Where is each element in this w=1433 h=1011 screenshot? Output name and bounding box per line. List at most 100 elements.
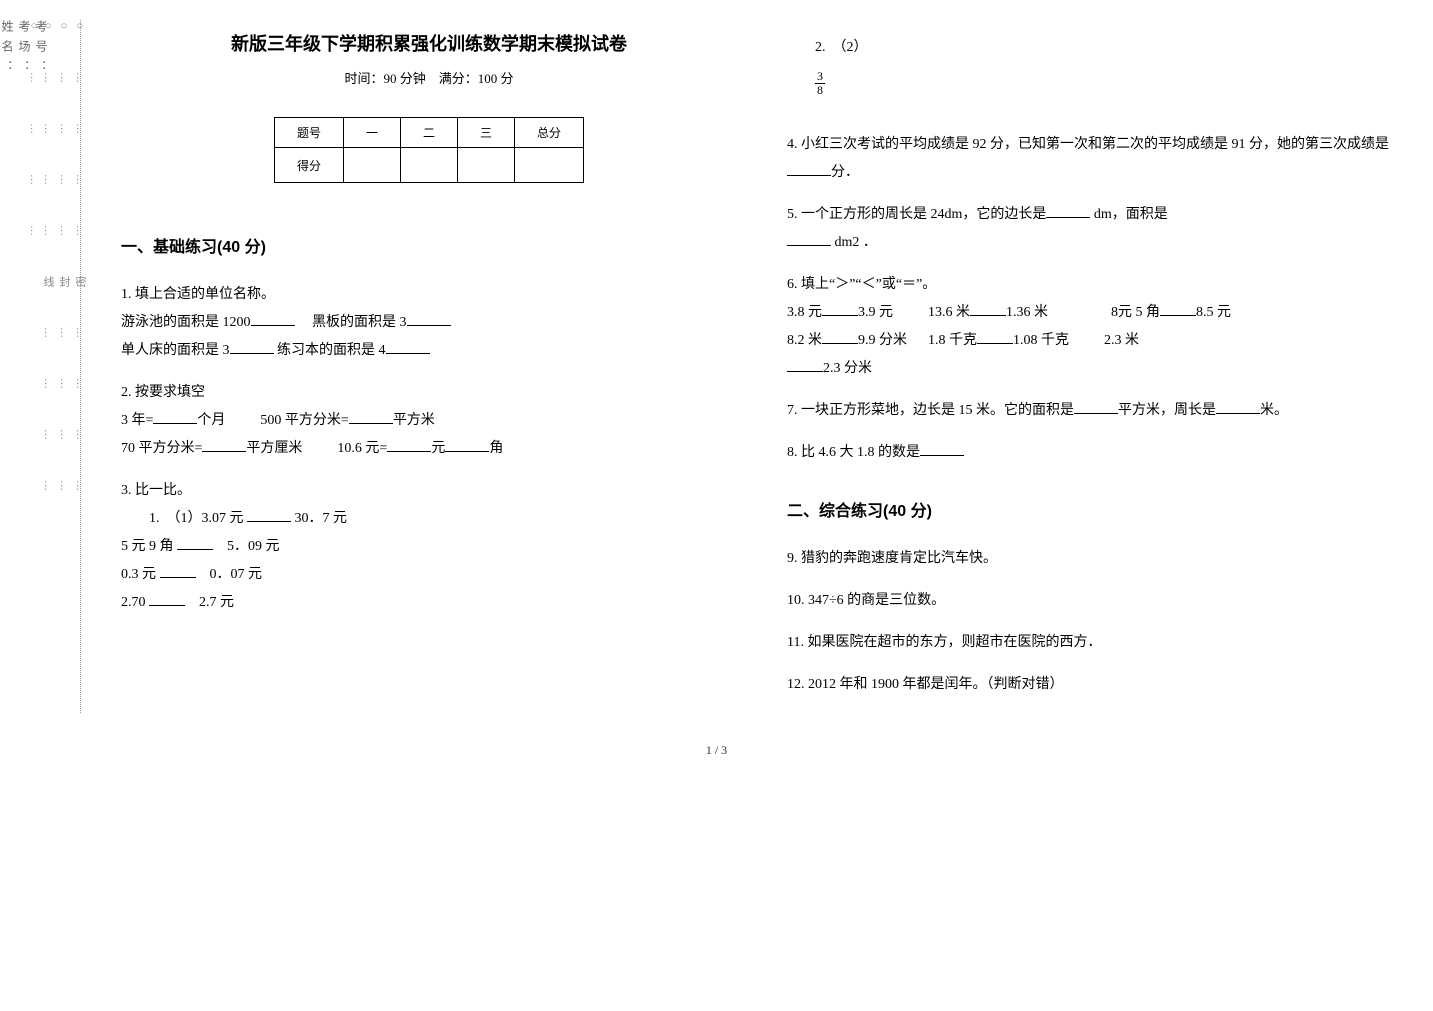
text: 2.3 米 (1104, 333, 1139, 348)
text: 平方米，周长是 (1118, 403, 1216, 418)
text: 1.08 千克 (1013, 333, 1069, 348)
text: 2.3 分米 (823, 361, 872, 376)
text: 2.70 (121, 595, 146, 610)
question-7: 7. 一块正方形菜地，边长是 15 米。它的面积是 平方米，周长是 米。 (787, 397, 1403, 425)
question-line: 5 元 9 角 5．09 元 (121, 533, 737, 561)
score-header: 题号 (274, 118, 343, 148)
score-header: 三 (458, 118, 515, 148)
blank (1074, 399, 1118, 414)
question-9: 9. 猎豹的奔跑速度肯定比汽车快。 (787, 545, 1403, 573)
blank (1216, 399, 1260, 414)
question-3: 3. 比一比。 1. （1）3.07 元 30．7 元 5 元 9 角 5．09… (121, 477, 737, 617)
score-header: 一 (343, 118, 400, 148)
score-table: 题号 一 二 三 总分 得分 (274, 117, 584, 183)
blank (1160, 301, 1196, 316)
blank (822, 329, 858, 344)
score-cell (458, 148, 515, 183)
blank (1046, 203, 1090, 218)
text: 游泳池的面积是 1200 (121, 315, 251, 330)
page: 考号： 考场： 姓名： 班级： 学校： ○…………密…………○…………封…………… (30, 20, 1403, 713)
page-footer: 1 / 3 (30, 743, 1403, 758)
text: 1. （1）3.07 元 (149, 511, 244, 526)
exam-subtitle: 时间：90 分钟 满分：100 分 (121, 68, 737, 87)
table-row: 得分 (274, 148, 583, 183)
text: 13.6 米 (928, 305, 970, 320)
section-heading: 一、基础练习(40 分) (121, 233, 737, 257)
question-11: 11. 如果医院在超市的东方，则超市在医院的西方． (787, 629, 1403, 657)
text: dm，面积是 (1090, 207, 1167, 222)
text: 70 平方分米= (121, 441, 202, 456)
score-cell (343, 148, 400, 183)
blank (407, 311, 451, 326)
blank (445, 437, 489, 452)
seal-line: ○…………密…………○…………封…………○…………线…………○………… (48, 20, 68, 713)
text: 500 平方分米= (260, 413, 348, 428)
question-line: 1. （1）3.07 元 30．7 元 (149, 505, 737, 533)
question-2: 2. 按要求填空 3 年=个月 500 平方分米=平方米 70 平方分米=平方厘… (121, 379, 737, 463)
blank (149, 591, 185, 606)
question-stem: 1. 填上合适的单位名称。 (121, 281, 737, 309)
text: 30．7 元 (295, 511, 348, 526)
question-line: 3.8 元3.9 元 13.6 米1.36 米 8元 5 角8.5 元 (787, 299, 1403, 327)
blank (822, 301, 858, 316)
question-stem: 6. 填上“＞”“＜”或“＝”。 (787, 271, 1403, 299)
text: 8.2 米 (787, 333, 822, 348)
blank (160, 563, 196, 578)
text: 3.8 元 (787, 305, 822, 320)
question-12: 12. 2012 年和 1900 年都是闰年。（判断对错） (787, 671, 1403, 699)
text: 黑板的面积是 3 (298, 315, 407, 330)
score-row-label: 得分 (274, 148, 343, 183)
question-5: 5. 一个正方形的周长是 24dm，它的边长是 dm，面积是 dm2 ． (787, 201, 1403, 257)
text: 米。 (1260, 403, 1288, 418)
section-heading: 二、综合练习(40 分) (787, 497, 1403, 521)
text: 2.7 元 (199, 595, 234, 610)
text: 1.8 千克 (928, 333, 977, 348)
question-line: 0.3 元 0．07 元 (121, 561, 737, 589)
text: 0．07 元 (210, 567, 263, 582)
text: 3.9 元 (858, 305, 893, 320)
text: 练习本的面积是 4 (277, 343, 386, 358)
fraction-denominator: 8 (815, 84, 825, 97)
text: 分． (831, 165, 859, 180)
score-cell (515, 148, 584, 183)
blank (202, 437, 246, 452)
score-header: 二 (400, 118, 457, 148)
text: 7. 一块正方形菜地，边长是 15 米。它的面积是 (787, 403, 1074, 418)
text: 1.36 米 (1006, 305, 1048, 320)
question-3-part2: 2. （2） 3 8 (815, 34, 1403, 117)
text: 10.6 元= (337, 441, 387, 456)
text: 3 年= (121, 413, 153, 428)
text: dm2 ． (831, 235, 877, 250)
text: 5 元 9 角 (121, 539, 174, 554)
blank (787, 161, 831, 176)
question-4: 4. 小红三次考试的平均成绩是 92 分，已知第一次和第二次的平均成绩是 91 … (787, 131, 1403, 187)
text: 平方米 (393, 413, 435, 428)
blank (230, 339, 274, 354)
blank (970, 301, 1006, 316)
question-1: 1. 填上合适的单位名称。 游泳池的面积是 1200 黑板的面积是 3 单人床的… (121, 281, 737, 365)
blank (787, 231, 831, 246)
blank (247, 507, 291, 522)
blank (387, 437, 431, 452)
question-10: 10. 347÷6 的商是三位数。 (787, 587, 1403, 615)
question-6: 6. 填上“＞”“＜”或“＝”。 3.8 元 3.9 元 13.6 米 1.36 米… (787, 271, 1403, 383)
binding-label: 姓名： (0, 20, 16, 713)
blank (386, 339, 430, 354)
text: 角 (489, 441, 503, 456)
exam-title: 新版三年级下学期积累强化训练数学期末模拟试卷 (121, 30, 737, 56)
score-cell (400, 148, 457, 183)
table-row: 题号 一 二 三 总分 (274, 118, 583, 148)
blank (787, 357, 823, 372)
fraction-numerator: 3 (815, 70, 825, 84)
text: 0.3 元 (121, 567, 156, 582)
question-line: 3 年=个月 500 平方分米=平方米 (121, 407, 737, 435)
question-stem: 3. 比一比。 (121, 477, 737, 505)
question-line: 单人床的面积是 3 练习本的面积是 4 (121, 337, 737, 365)
text: 8.5 元 (1196, 305, 1231, 320)
question-line: 游泳池的面积是 1200 黑板的面积是 3 (121, 309, 737, 337)
blank (349, 409, 393, 424)
blank (153, 409, 197, 424)
text: 5. 一个正方形的周长是 24dm，它的边长是 (787, 207, 1046, 222)
question-line: 70 平方分米=平方厘米 10.6 元=元角 (121, 435, 737, 463)
blank (177, 535, 213, 550)
